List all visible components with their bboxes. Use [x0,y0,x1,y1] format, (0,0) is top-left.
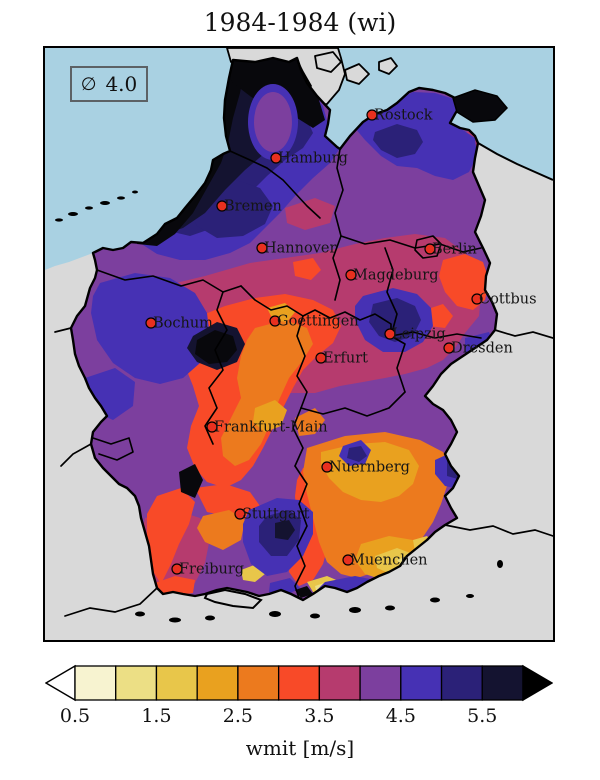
city-label: Nuernberg [329,460,410,476]
colorbar-segment [440,665,483,701]
city-label: Muenchen [350,553,427,569]
colorbar-segment [115,665,158,701]
colorbar-segment [237,665,280,701]
chart-title: 1984-1984 (wi) [203,8,397,37]
colorbar-under-arrow [45,664,76,702]
foreign-borders [54,327,553,617]
map-axes: Rostock Hamburg Bremen Hannover Berlin Magdeb… [43,46,555,642]
city-erfurt: Erfurt [315,351,368,367]
colorbar: 0.5 1.5 2.5 3.5 4.5 5.5 [45,664,553,727]
city-label: Leipzig [392,327,446,343]
city-marker [270,152,282,164]
city-label: Hamburg [278,151,348,167]
ruegen-island [452,89,509,123]
city-marker [366,109,378,121]
colorbar-label: wmit [m/s] [245,736,355,760]
colorbar-tick-label: 5.5 [467,705,497,727]
colorbar-segment [196,665,239,701]
city-bochum: Bochum [145,316,213,332]
colorbar-segment [318,665,361,701]
city-marker [384,328,396,340]
city-marker [471,293,483,305]
city-marker [234,508,246,520]
city-marker [206,421,218,433]
city-marker [424,243,436,255]
lake-constance [203,588,263,610]
colorbar-segment [400,665,443,701]
mean-value: 4.0 [105,72,138,96]
colorbar-over-arrow [522,664,553,702]
city-label: Cottbus [479,292,537,308]
state-borders [92,148,482,599]
city-label: Bochum [153,316,213,332]
colorbar-segment [359,665,402,701]
city-marker [342,554,354,566]
city-label: Bremen [224,199,282,215]
colorbar-segment [481,665,524,701]
city-marker [256,242,268,254]
colorbar-tick-label: 2.5 [223,705,253,727]
colorbar-tick-label: 4.5 [386,705,416,727]
colorbar-segment [155,665,198,701]
city-leipzig: Leipzig [384,327,446,343]
city-label: Magdeburg [353,268,438,284]
colorbar-tick-label: 0.5 [60,705,90,727]
city-marker [269,315,281,327]
mean-symbol: ∅ [80,73,97,95]
city-label: Hannover [264,241,336,257]
city-bremen: Bremen [216,199,282,215]
germany-outline [69,56,499,602]
city-layer: Rostock Hamburg Bremen Hannover Berlin Magdeb… [145,108,537,578]
city-label: Freiburg [179,562,244,578]
city-marker [171,563,183,575]
city-label: Erfurt [323,351,368,367]
city-dresden: Dresden [443,341,513,357]
north-sea-islands [55,190,138,222]
city-nuernberg: Nuernberg [321,460,410,476]
city-label: Berlin [432,242,477,258]
colorbar-tick-label: 1.5 [141,705,171,727]
sea [45,48,553,270]
city-marker [145,317,157,329]
city-goettingen: Goettingen [269,314,359,330]
germany-wind-map: Rostock Hamburg Bremen Hannover Berlin Magdeb… [45,48,553,640]
city-marker [321,461,333,473]
city-label: Frankfurt-Main [214,420,328,436]
polish-coastline [477,142,553,181]
city-marker [216,200,228,212]
city-label: Stuttgart [242,507,310,523]
city-hamburg: Hamburg [270,151,348,167]
domain-mean-badge: ∅ 4.0 [70,66,148,102]
city-label: Rostock [374,108,433,124]
city-marker [345,269,357,281]
alps-terrain-marks [135,560,503,623]
colorbar-segment [74,665,117,701]
city-berlin: Berlin [424,242,477,258]
city-freiburg: Freiburg [171,562,244,578]
colorbar-tick-label: 3.5 [304,705,334,727]
city-hannover: Hannover [256,241,336,257]
colorbar-segment [277,665,321,701]
city-rostock: Rostock [366,108,433,124]
city-label: Goettingen [277,314,359,330]
city-label: Dresden [451,341,513,357]
city-marker [315,352,327,364]
city-muenchen: Muenchen [342,553,427,569]
city-frankfurt-main: Frankfurt-Main [206,420,328,436]
city-stuttgart: Stuttgart [234,507,310,523]
city-marker [443,342,455,354]
city-cottbus: Cottbus [471,292,537,308]
city-magdeburg: Magdeburg [345,268,438,284]
